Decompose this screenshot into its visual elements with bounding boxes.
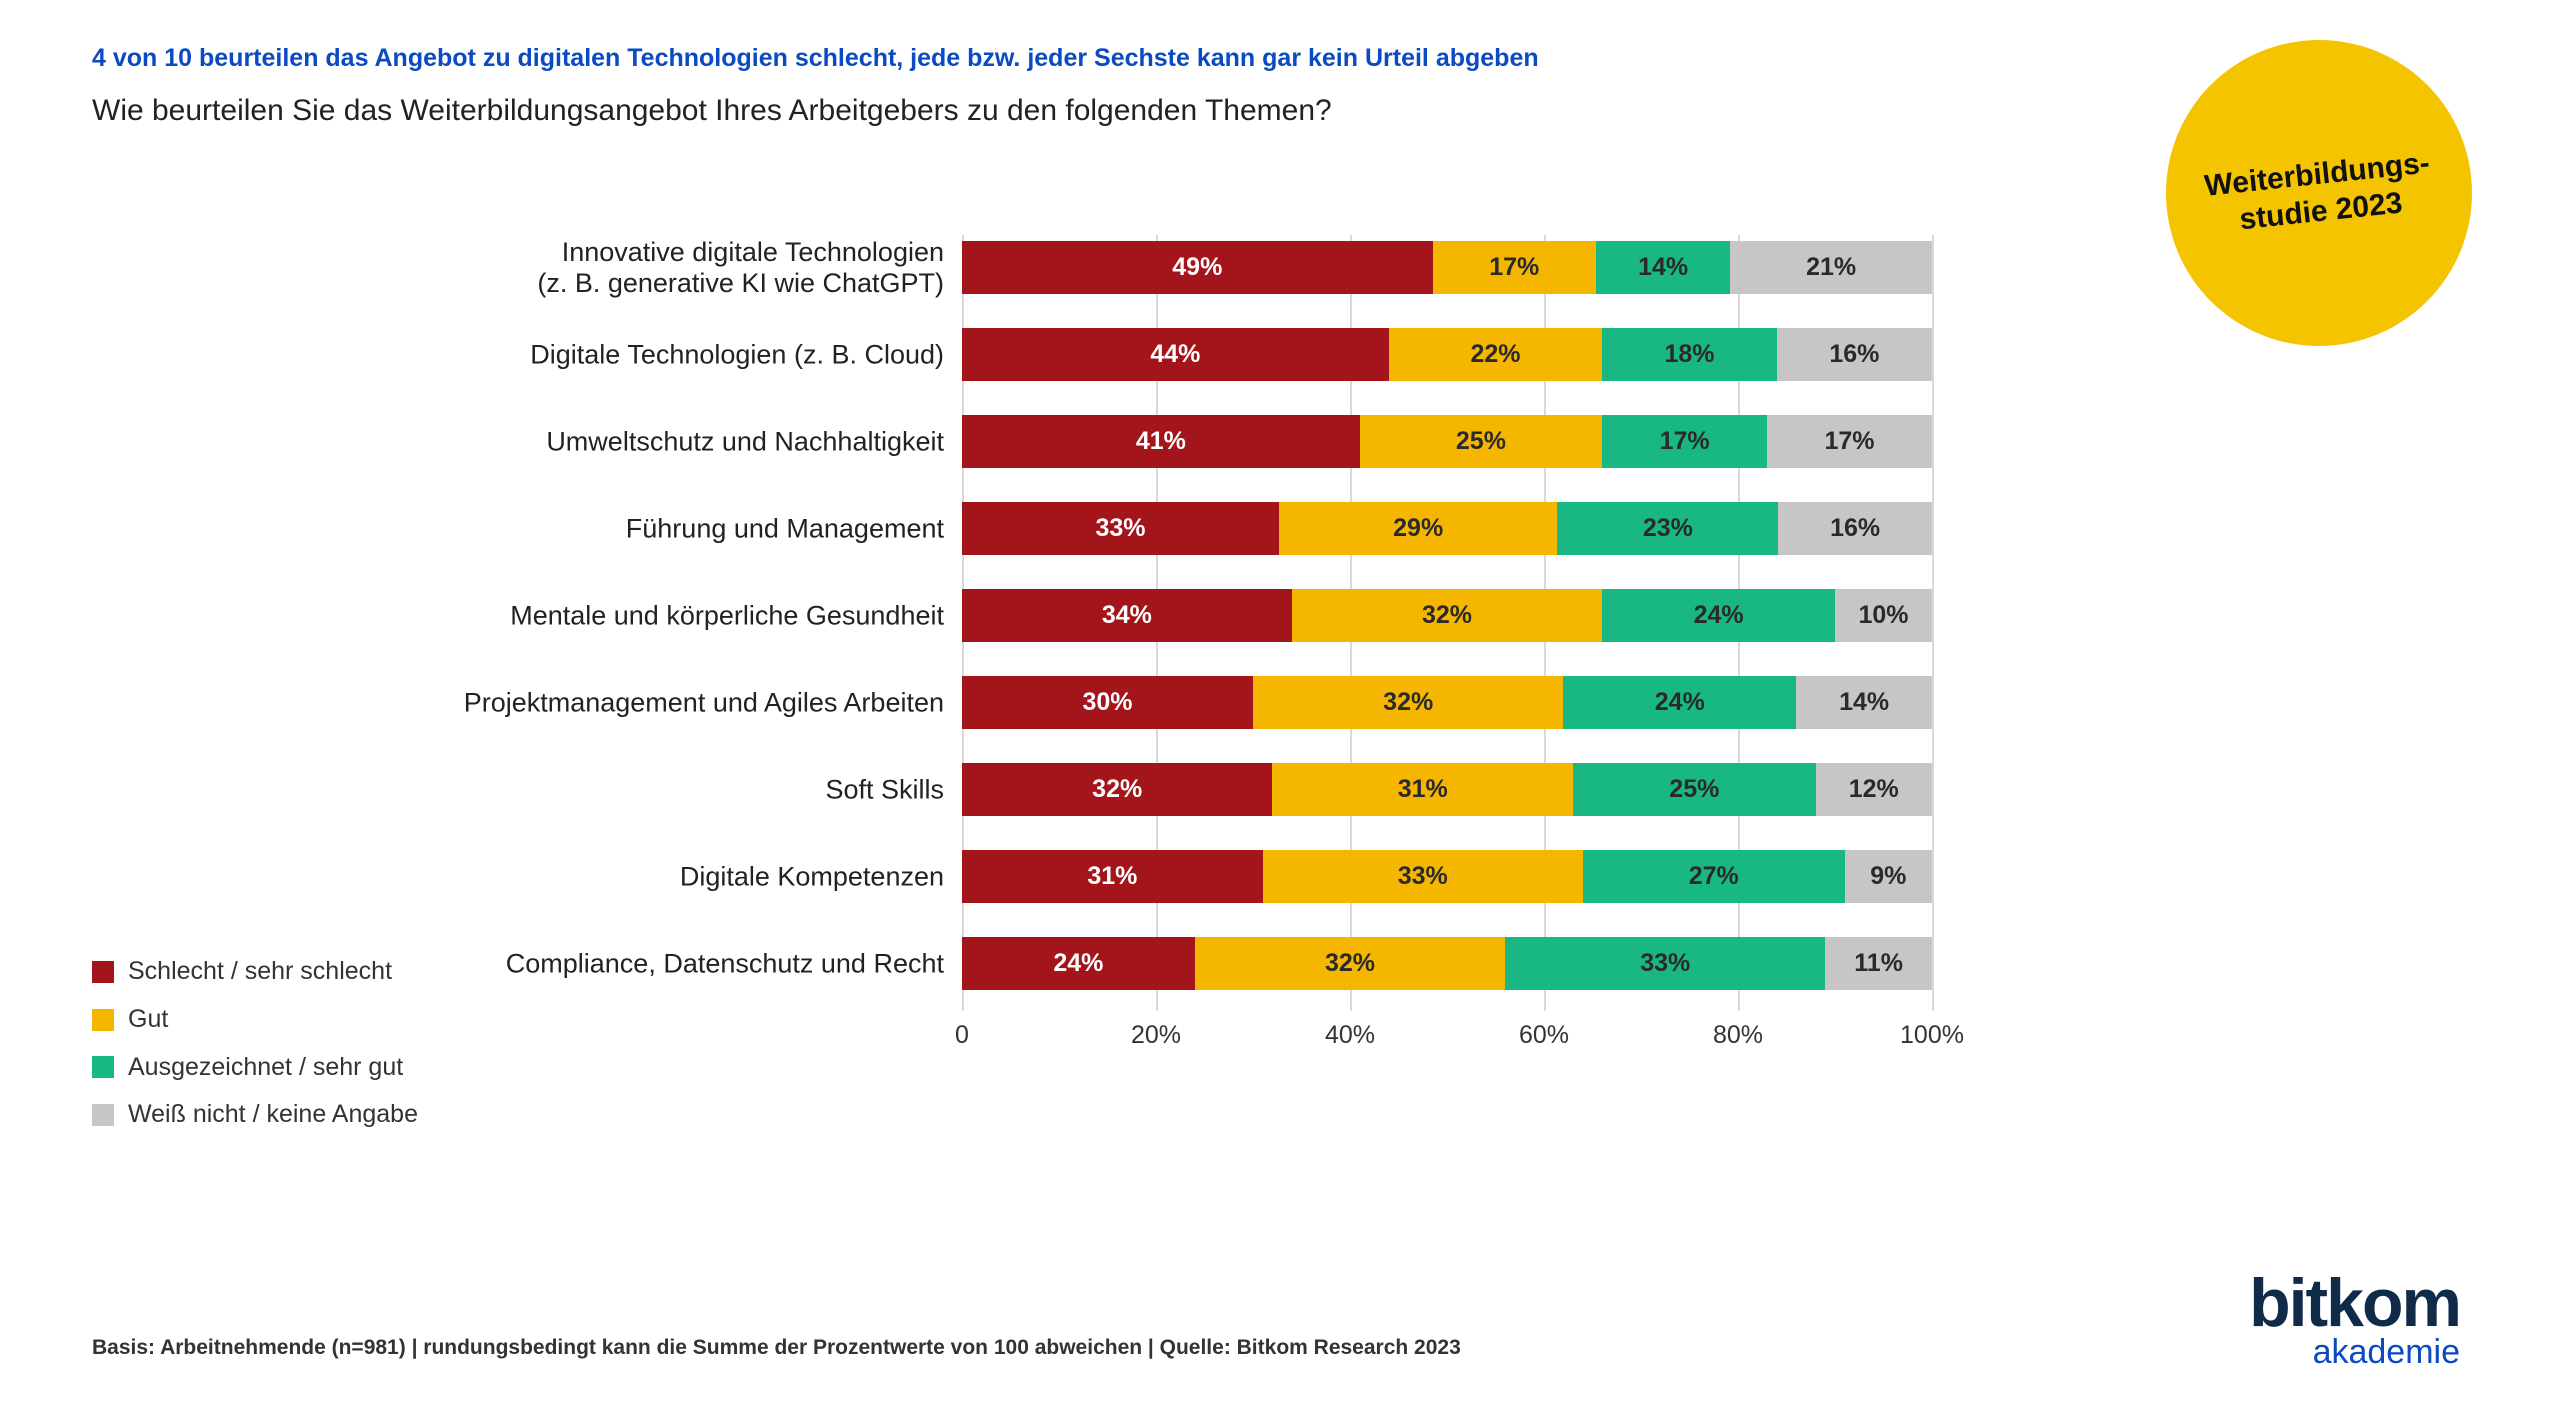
legend-swatch xyxy=(92,1056,114,1078)
bar-segment-dk: 16% xyxy=(1778,502,1932,555)
bar-segment-good: 29% xyxy=(1279,502,1558,555)
bar-segment-good: 32% xyxy=(1195,937,1505,990)
bar-segment-dk: 14% xyxy=(1796,676,1932,729)
bar-row: Projektmanagement und Agiles Arbeiten30%… xyxy=(962,676,1932,729)
plot-area: Innovative digitale Technologien (z. B. … xyxy=(962,235,1932,1045)
bar-segment-bad: 24% xyxy=(962,937,1195,990)
bar-segment-exc: 24% xyxy=(1602,589,1835,642)
gridline xyxy=(1932,235,1934,1011)
bar-segment-dk: 10% xyxy=(1835,589,1932,642)
bar-segment-good: 25% xyxy=(1360,415,1603,468)
row-label: Soft Skills xyxy=(84,774,944,805)
bar-segment-good: 31% xyxy=(1272,763,1573,816)
bar-segment-exc: 27% xyxy=(1583,850,1845,903)
bar-segment-exc: 23% xyxy=(1557,502,1778,555)
chart: Innovative digitale Technologien (z. B. … xyxy=(92,235,1932,1095)
bar-row: Soft Skills32%31%25%12% xyxy=(962,763,1932,816)
bar-segment-good: 33% xyxy=(1263,850,1583,903)
bar-segment-bad: 32% xyxy=(962,763,1272,816)
bar-segment-bad: 30% xyxy=(962,676,1253,729)
legend-swatch xyxy=(92,1009,114,1031)
bar-segment-bad: 31% xyxy=(962,850,1263,903)
legend-item: Gut xyxy=(92,998,418,1042)
brand-logo: bitkom akademie xyxy=(2249,1271,2460,1368)
row-label: Compliance, Datenschutz und Recht xyxy=(84,948,944,979)
bar-row: Mentale und körperliche Gesundheit34%32%… xyxy=(962,589,1932,642)
bar-row: Compliance, Datenschutz und Recht24%32%3… xyxy=(962,937,1932,990)
bar-segment-bad: 44% xyxy=(962,328,1389,381)
bar-segment-exc: 24% xyxy=(1563,676,1796,729)
bar-segment-exc: 14% xyxy=(1596,241,1730,294)
bar-segment-bad: 41% xyxy=(962,415,1360,468)
bar-row: Führung und Management33%29%23%16% xyxy=(962,502,1932,555)
bar-row: Digitale Kompetenzen31%33%27%9% xyxy=(962,850,1932,903)
legend-label: Ausgezeichnet / sehr gut xyxy=(128,1046,403,1090)
row-label: Digitale Kompetenzen xyxy=(84,861,944,892)
bar-segment-good: 32% xyxy=(1253,676,1563,729)
legend-label: Weiß nicht / keine Angabe xyxy=(128,1093,418,1137)
study-badge: Weiterbildungs- studie 2023 xyxy=(2151,25,2487,361)
bar-segment-good: 17% xyxy=(1433,241,1596,294)
bar-row: Digitale Technologien (z. B. Cloud)44%22… xyxy=(962,328,1932,381)
bars-container: Innovative digitale Technologien (z. B. … xyxy=(962,235,1932,1045)
row-label: Innovative digitale Technologien (z. B. … xyxy=(84,236,944,298)
bar-segment-dk: 21% xyxy=(1730,241,1932,294)
legend-label: Gut xyxy=(128,998,168,1042)
bar-row: Umweltschutz und Nachhaltigkeit41%25%17%… xyxy=(962,415,1932,468)
legend-swatch xyxy=(92,1104,114,1126)
bar-segment-good: 32% xyxy=(1292,589,1602,642)
bar-segment-dk: 11% xyxy=(1825,937,1932,990)
legend-item: Weiß nicht / keine Angabe xyxy=(92,1093,418,1137)
bar-segment-exc: 17% xyxy=(1602,415,1767,468)
bar-row: Innovative digitale Technologien (z. B. … xyxy=(962,241,1932,294)
bar-segment-exc: 33% xyxy=(1505,937,1825,990)
headline: 4 von 10 beurteilen das Angebot zu digit… xyxy=(92,44,1539,73)
footer-note: Basis: Arbeitnehmende (n=981) | rundungs… xyxy=(92,1336,1461,1360)
row-label: Digitale Technologien (z. B. Cloud) xyxy=(84,339,944,370)
bar-segment-dk: 9% xyxy=(1845,850,1932,903)
row-label: Projektmanagement und Agiles Arbeiten xyxy=(84,687,944,718)
row-label: Mentale und körperliche Gesundheit xyxy=(84,600,944,631)
subtitle: Wie beurteilen Sie das Weiterbildungsang… xyxy=(92,94,1332,128)
bar-segment-exc: 25% xyxy=(1573,763,1816,816)
bar-segment-good: 22% xyxy=(1389,328,1602,381)
bar-segment-bad: 33% xyxy=(962,502,1279,555)
bar-segment-dk: 16% xyxy=(1777,328,1932,381)
row-label: Umweltschutz und Nachhaltigkeit xyxy=(84,426,944,457)
bar-segment-exc: 18% xyxy=(1602,328,1777,381)
legend-item: Ausgezeichnet / sehr gut xyxy=(92,1046,418,1090)
bar-segment-bad: 49% xyxy=(962,241,1433,294)
row-label: Führung und Management xyxy=(84,513,944,544)
logo-main: bitkom xyxy=(2249,1271,2460,1336)
bar-segment-dk: 12% xyxy=(1816,763,1932,816)
bar-segment-dk: 17% xyxy=(1767,415,1932,468)
bar-segment-bad: 34% xyxy=(962,589,1292,642)
